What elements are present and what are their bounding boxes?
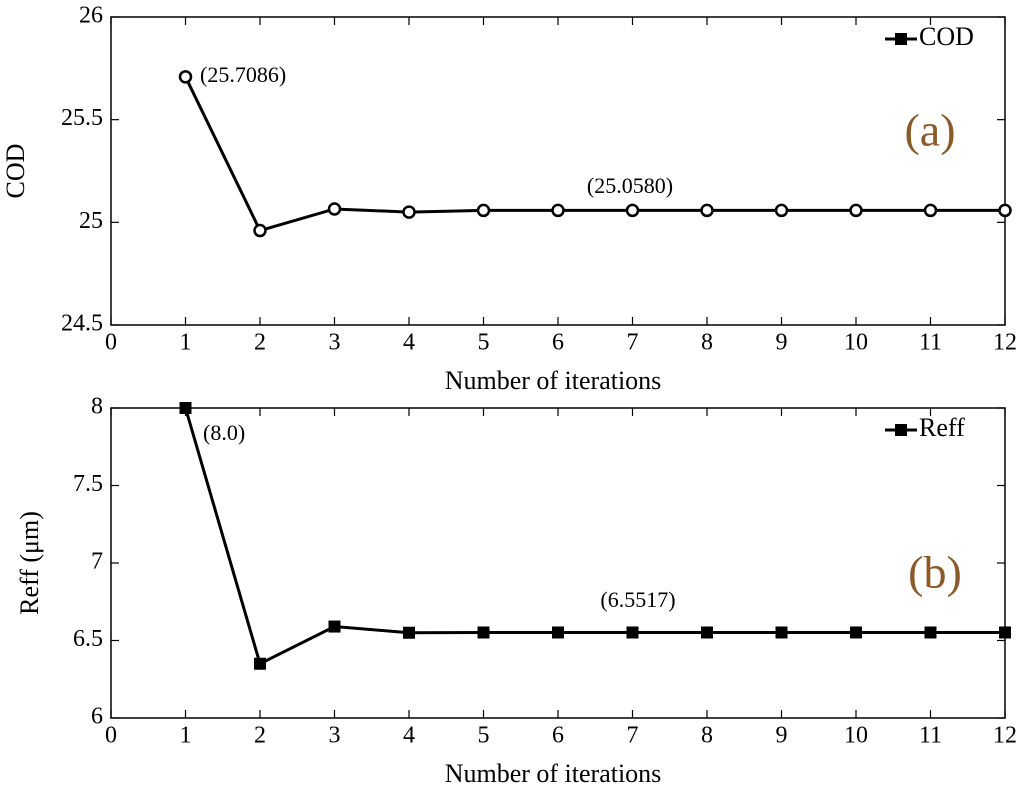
- data-point: [999, 626, 1011, 639]
- data-point: [625, 203, 640, 218]
- x-tick-label: 0: [105, 723, 117, 749]
- x-tick-label: 5: [478, 723, 490, 749]
- data-point: [403, 626, 415, 639]
- data-point: [253, 223, 267, 238]
- legend-label: COD: [919, 22, 974, 51]
- data-point: [998, 203, 1012, 218]
- data-point: [626, 626, 639, 639]
- data-point: [923, 203, 938, 218]
- data-point: [328, 620, 341, 633]
- x-tick-label: 6: [552, 330, 564, 356]
- x-tick-label: 8: [701, 723, 713, 749]
- data-point: [327, 202, 342, 216]
- y-tick-label: 26: [79, 3, 103, 29]
- plot-area: [110, 16, 1006, 326]
- annotation: (6.5517): [600, 587, 675, 612]
- data-point: [178, 70, 193, 84]
- x-tick-label: 10: [844, 330, 868, 356]
- panel-label: (a): [904, 105, 955, 156]
- x-tick-label: 12: [993, 330, 1017, 356]
- panel-label: (b): [908, 547, 962, 598]
- data-point: [849, 203, 863, 218]
- x-tick-label: 0: [105, 330, 117, 356]
- x-tick-label: 11: [919, 330, 942, 356]
- data-point: [551, 203, 565, 218]
- x-tick-label: 4: [403, 330, 415, 356]
- y-tick-label: 24.5: [61, 311, 103, 337]
- x-tick-label: 8: [701, 330, 713, 356]
- data-point: [477, 626, 490, 639]
- y-tick-label: 6: [91, 704, 103, 730]
- y-tick-label: 6.5: [73, 626, 103, 652]
- x-tick-label: 4: [403, 723, 415, 749]
- x-tick-label: 9: [776, 723, 788, 749]
- x-tick-label: 2: [254, 723, 266, 749]
- series-line: [184, 407, 1005, 666]
- x-axis-label: Number of iterations: [445, 366, 662, 395]
- data-point: [402, 205, 416, 219]
- y-tick-label: 25.5: [61, 105, 103, 131]
- x-tick-label: 1: [180, 723, 192, 749]
- annotation: (25.0580): [587, 173, 673, 198]
- data-point: [924, 626, 937, 639]
- y-tick-label: 7: [91, 549, 103, 575]
- y-axis-label: Reff (μm): [15, 511, 44, 615]
- x-tick-label: 3: [329, 330, 341, 356]
- y-tick-label: 7.5: [73, 471, 103, 497]
- x-tick-label: 2: [254, 330, 266, 356]
- data-point: [476, 203, 491, 218]
- x-tick-label: 3: [329, 723, 341, 749]
- data-point: [552, 626, 564, 639]
- data-point: [701, 626, 713, 639]
- data-point: [774, 203, 789, 218]
- x-axis-label: Number of iterations: [445, 759, 662, 788]
- series-line: [184, 76, 1005, 233]
- data-point: [700, 203, 714, 218]
- x-tick-label: 9: [776, 330, 788, 356]
- x-tick-label: 10: [844, 723, 868, 749]
- data-point: [254, 657, 266, 670]
- legend-label: Reff: [919, 413, 965, 442]
- x-tick-label: 11: [919, 723, 942, 749]
- annotation: (8.0): [203, 420, 245, 445]
- data-point: [850, 626, 862, 639]
- x-tick-label: 6: [552, 723, 564, 749]
- x-tick-label: 5: [478, 330, 490, 356]
- x-tick-label: 7: [627, 723, 639, 749]
- annotation: (25.7086): [200, 62, 286, 87]
- x-tick-label: 1: [180, 330, 192, 356]
- legend-marker: [895, 424, 907, 436]
- data-point: [179, 402, 192, 414]
- y-axis-label: COD: [1, 144, 30, 199]
- y-tick-label: 8: [91, 394, 103, 420]
- legend-marker: [895, 33, 907, 45]
- x-tick-label: 12: [993, 723, 1017, 749]
- y-tick-label: 25: [79, 208, 103, 234]
- data-point: [775, 626, 788, 639]
- plot-area: [110, 407, 1006, 719]
- x-tick-label: 7: [627, 330, 639, 356]
